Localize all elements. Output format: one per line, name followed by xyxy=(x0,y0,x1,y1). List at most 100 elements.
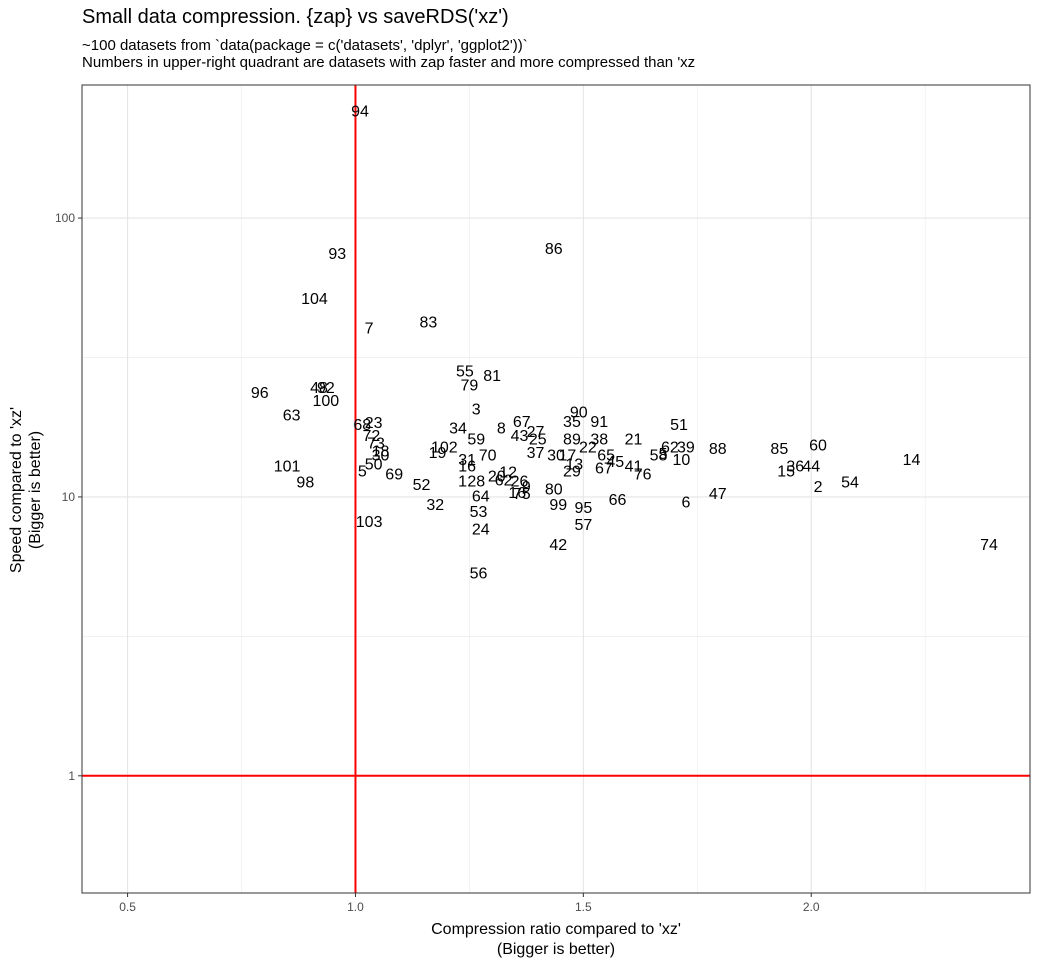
point-label-47: 47 xyxy=(709,486,727,503)
point-label-3: 3 xyxy=(472,401,481,418)
y-axis-title-line-1: Speed compared to 'xz' xyxy=(8,407,25,573)
point-label-10: 10 xyxy=(672,452,690,469)
reference-lines xyxy=(82,85,1030,893)
chart-subtitle: ~100 datasets from `data(package = c('da… xyxy=(82,37,695,71)
point-label-16: 16 xyxy=(458,459,476,476)
point-label-8: 8 xyxy=(497,421,506,438)
point-label-95: 95 xyxy=(574,500,592,517)
point-label-57: 57 xyxy=(574,517,592,534)
point-label-1: 1 xyxy=(458,474,467,491)
point-label-44: 44 xyxy=(802,459,820,476)
x-tick-label: 1.5 xyxy=(575,900,592,914)
y-tick-label: 100 xyxy=(55,211,75,225)
point-label-65: 65 xyxy=(597,448,615,465)
point-label-96: 96 xyxy=(251,385,269,402)
point-label-76: 76 xyxy=(634,466,652,483)
x-axis: 0.5 1.0 1.5 2.0 xyxy=(119,893,820,914)
y-tick-label: 10 xyxy=(62,490,76,504)
point-label-48: 48 xyxy=(310,380,328,397)
point-label-36: 36 xyxy=(786,459,804,476)
point-label-56: 56 xyxy=(470,565,488,582)
point-label-104: 104 xyxy=(301,291,328,308)
point-label-100: 100 xyxy=(312,393,339,410)
point-label-69: 69 xyxy=(385,466,403,483)
point-label-88: 88 xyxy=(709,441,727,458)
point-label-93: 93 xyxy=(328,246,346,263)
point-label-92: 92 xyxy=(317,380,335,397)
point-label-80: 80 xyxy=(545,481,563,498)
point-label-53: 53 xyxy=(470,504,488,521)
point-label-27: 27 xyxy=(527,424,545,441)
x-axis-title-line-1: Compression ratio compared to 'xz' xyxy=(431,921,681,938)
point-label-62b: 62 xyxy=(495,473,513,490)
point-label-103: 103 xyxy=(356,514,383,531)
point-label-63: 63 xyxy=(283,408,301,425)
point-label-50: 50 xyxy=(365,457,383,474)
point-label-5: 5 xyxy=(659,446,668,463)
point-label-73: 73 xyxy=(367,435,385,452)
point-label-34: 34 xyxy=(449,421,467,438)
point-label-89: 89 xyxy=(563,432,581,449)
point-label-68: 68 xyxy=(353,417,371,434)
point-label-17: 17 xyxy=(558,448,576,465)
point-label-74: 74 xyxy=(980,537,998,554)
y-axis: 1 10 100 xyxy=(55,211,82,783)
point-label-9: 9 xyxy=(522,479,531,496)
y-axis-title-line-2: (Bigger is better) xyxy=(27,431,44,549)
y-tick-label: 1 xyxy=(68,769,75,783)
point-label-31: 31 xyxy=(458,452,476,469)
point-label-32: 32 xyxy=(426,497,444,514)
point-label-94: 94 xyxy=(351,104,369,121)
point-label-7: 7 xyxy=(365,321,374,338)
point-label-35: 35 xyxy=(563,414,581,431)
point-label-21: 21 xyxy=(625,432,643,449)
point-label-81: 81 xyxy=(483,368,501,385)
point-label-75: 75 xyxy=(513,486,531,503)
point-label-41: 41 xyxy=(625,459,643,476)
subtitle-line-2: Numbers in upper-right quadrant are data… xyxy=(82,54,696,71)
x-tick-label: 0.5 xyxy=(119,900,136,914)
chart-title: Small data compression. {zap} vs saveRDS… xyxy=(82,6,509,28)
point-label-30b: 30 xyxy=(547,448,565,465)
point-label-6: 6 xyxy=(681,495,690,512)
point-label-64: 64 xyxy=(472,488,490,505)
point-label-55: 55 xyxy=(456,364,474,381)
plot-panel-border xyxy=(81,84,1031,894)
point-label-52: 52 xyxy=(413,477,431,494)
point-label-18: 18 xyxy=(372,443,390,460)
point-label-19: 19 xyxy=(429,445,447,462)
point-label-70: 70 xyxy=(479,448,497,465)
point-label-90: 90 xyxy=(570,404,588,421)
point-label-16b: 16 xyxy=(508,485,526,502)
point-label-98: 98 xyxy=(296,475,314,492)
point-label-38: 38 xyxy=(590,432,608,449)
point-label-42: 42 xyxy=(549,537,567,554)
point-label-24: 24 xyxy=(472,522,490,539)
point-label-28: 28 xyxy=(467,474,485,491)
subtitle-line-1: ~100 datasets from `data(package = c('da… xyxy=(82,37,528,54)
point-label-67: 67 xyxy=(513,414,531,431)
plot-panel-background xyxy=(82,85,1030,893)
point-label-51: 51 xyxy=(670,417,688,434)
point-label-20: 20 xyxy=(488,468,506,485)
point-label-14: 14 xyxy=(903,452,921,469)
point-label-22: 22 xyxy=(579,439,597,456)
point-label-79: 79 xyxy=(461,377,479,394)
point-label-2: 2 xyxy=(814,479,823,496)
point-label-60: 60 xyxy=(809,438,827,455)
point-label-62: 62 xyxy=(661,439,679,456)
point-label-25: 25 xyxy=(529,432,547,449)
point-label-58: 58 xyxy=(650,448,668,465)
point-label-66: 66 xyxy=(609,492,627,509)
point-label-39: 39 xyxy=(677,439,695,456)
point-label-37: 37 xyxy=(527,445,545,462)
x-tick-label: 2.0 xyxy=(803,900,820,914)
point-label-83: 83 xyxy=(419,315,437,332)
x-tick-label: 1.0 xyxy=(347,900,364,914)
point-label-13: 13 xyxy=(565,457,583,474)
point-label-99: 99 xyxy=(549,497,567,514)
point-label-43: 43 xyxy=(511,428,529,445)
point-label-5b: 5 xyxy=(358,463,367,480)
